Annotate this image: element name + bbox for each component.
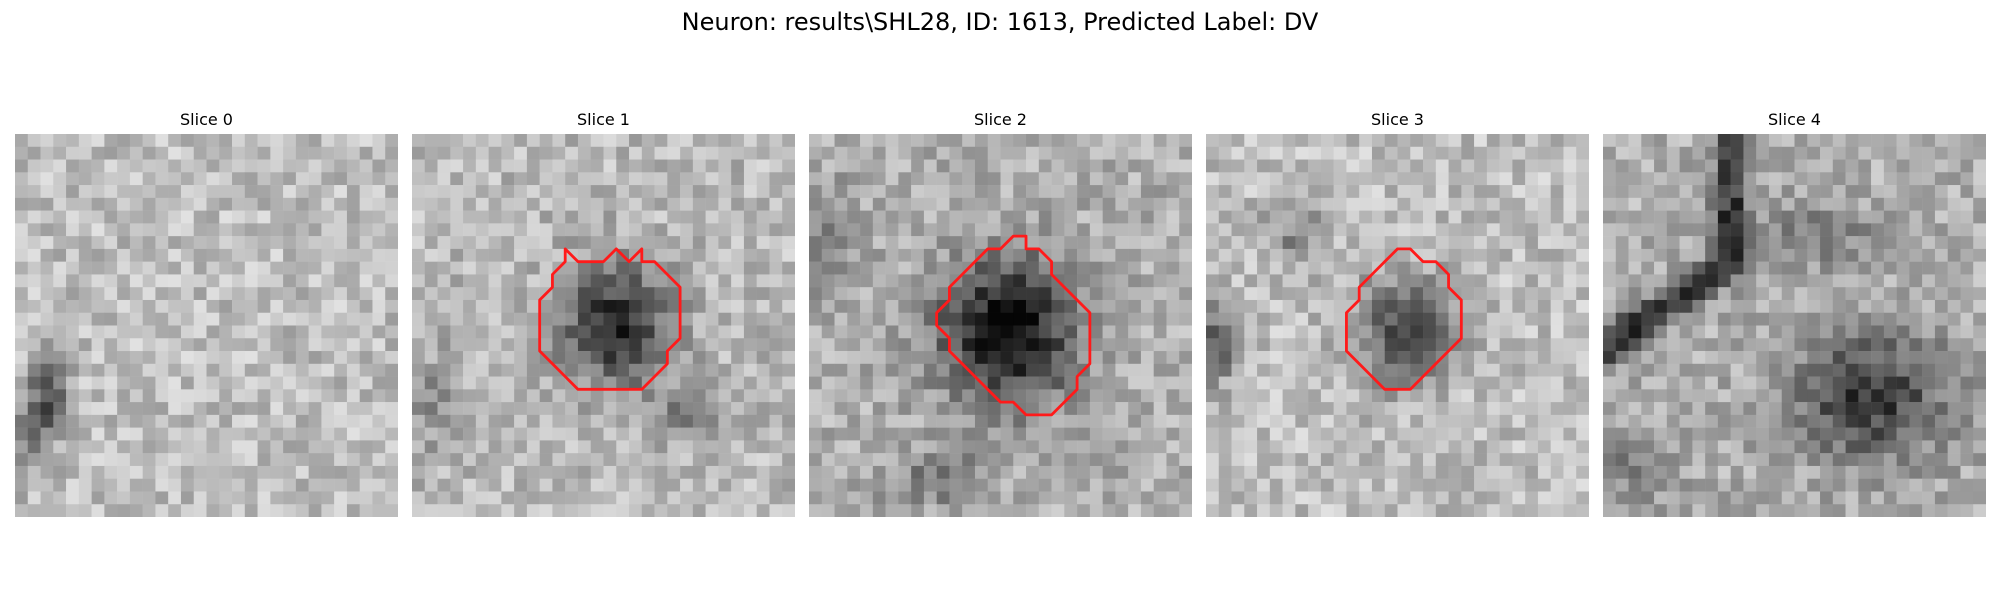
panel-title: Slice 1 xyxy=(577,110,630,129)
slice-image xyxy=(1206,134,1589,517)
predicted-contour xyxy=(935,234,1092,417)
panel-title: Slice 2 xyxy=(974,110,1027,129)
slice-image xyxy=(15,134,398,517)
predicted-contour xyxy=(1345,247,1463,391)
panel-title: Slice 3 xyxy=(1371,110,1424,129)
slice-image xyxy=(809,134,1192,517)
panel-title: Slice 0 xyxy=(180,110,233,129)
slice-image xyxy=(412,134,795,517)
panel-title: Slice 4 xyxy=(1768,110,1821,129)
figure-title: Neuron: results\SHL28, ID: 1613, Predict… xyxy=(681,8,1319,36)
slice-image xyxy=(1603,134,1986,517)
predicted-contour xyxy=(538,247,682,391)
